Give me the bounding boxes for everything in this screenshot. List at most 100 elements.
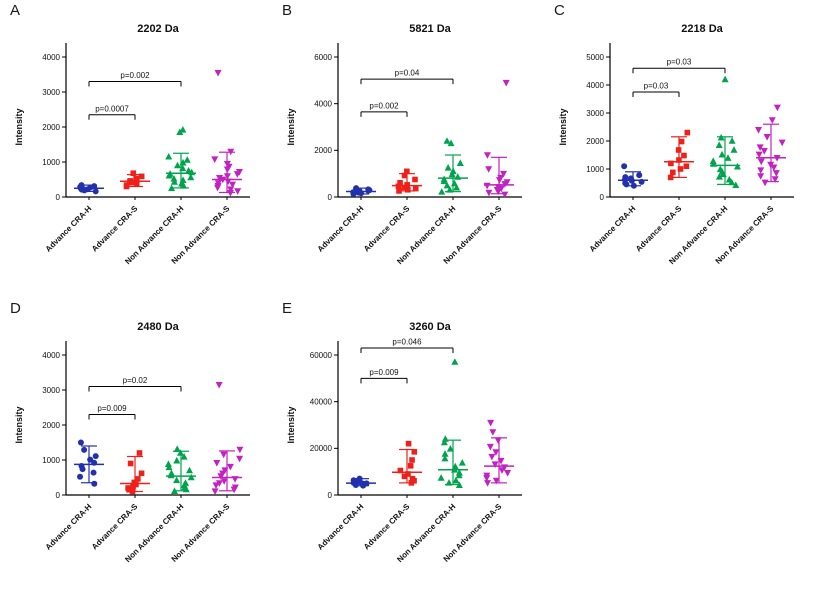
panel-d: D 2480 Da 0 1000 2000 3000 4000 Intensity Advan… xyxy=(6,300,272,590)
data-point xyxy=(183,156,191,163)
y-tick-label: 0 xyxy=(600,193,605,202)
data-point xyxy=(621,163,628,170)
data-point xyxy=(231,476,239,483)
data-point xyxy=(681,152,687,159)
p-value-label: p=0.02 xyxy=(123,376,148,385)
data-point xyxy=(229,181,237,189)
data-point xyxy=(405,440,412,447)
data-point xyxy=(455,481,463,488)
data-point xyxy=(761,179,769,187)
data-point xyxy=(231,484,239,492)
data-point xyxy=(212,482,220,489)
p-value-label: p=0.009 xyxy=(97,404,127,413)
y-tick-label: 0 xyxy=(56,491,61,500)
data-point xyxy=(223,173,231,180)
scatter-chart-b: 5821 Da 0 2000 4000 6000 Intensity Advance CRA… xyxy=(286,23,522,266)
data-point xyxy=(129,488,136,495)
data-point xyxy=(176,128,184,136)
p-value-label: p=0.03 xyxy=(667,58,692,67)
data-point xyxy=(365,186,372,193)
data-point xyxy=(771,176,779,183)
p-value-label: p=0.03 xyxy=(644,82,669,91)
y-tick-label: 4000 xyxy=(42,53,60,62)
data-point xyxy=(401,184,408,191)
panel-title: 2202 Da xyxy=(137,23,179,35)
data-point xyxy=(763,134,771,141)
data-point xyxy=(446,445,454,452)
category-label: Advance CRA-H xyxy=(44,204,94,254)
panel-title: 3260 Da xyxy=(409,321,451,333)
category-label: Advance CRA-S xyxy=(362,204,412,254)
y-tick-label: 4000 xyxy=(314,99,332,108)
data-point xyxy=(757,158,765,166)
data-point xyxy=(450,179,458,187)
y-tick-label: 0 xyxy=(328,491,333,500)
data-point xyxy=(454,173,462,180)
category-label: Advance CRA-H xyxy=(316,502,366,552)
data-point xyxy=(133,180,140,187)
y-tick-label: 2000 xyxy=(586,137,604,146)
y-tick-label: 3000 xyxy=(42,386,60,395)
data-point xyxy=(627,175,634,182)
data-point xyxy=(732,181,740,189)
y-tick-label: 4000 xyxy=(586,81,604,90)
data-point xyxy=(135,476,141,482)
data-point xyxy=(214,180,222,187)
data-point xyxy=(773,104,781,112)
data-point xyxy=(125,485,131,491)
scatter-chart-d: 2480 Da 0 1000 2000 3000 4000 Intensity Advance… xyxy=(14,321,250,564)
data-point xyxy=(503,179,511,186)
data-point xyxy=(483,152,491,159)
data-point xyxy=(396,188,402,194)
data-point xyxy=(409,457,415,463)
data-point xyxy=(501,191,509,199)
panel-letter-c: C xyxy=(554,2,565,19)
data-point xyxy=(165,152,173,160)
data-point xyxy=(412,176,418,183)
data-point xyxy=(709,157,717,164)
data-point xyxy=(772,170,780,177)
p-value-label: p=0.04 xyxy=(395,69,420,78)
data-point xyxy=(227,148,235,156)
data-point xyxy=(138,173,145,180)
category-label: Advance CRA-H xyxy=(588,204,638,254)
data-point xyxy=(717,133,725,141)
data-point xyxy=(412,185,419,192)
data-point xyxy=(760,148,768,155)
y-tick-label: 0 xyxy=(328,193,333,202)
data-point xyxy=(441,454,449,462)
data-point xyxy=(179,126,187,133)
data-point xyxy=(170,487,178,494)
data-point xyxy=(170,175,178,182)
data-point xyxy=(405,471,411,477)
data-point xyxy=(489,429,497,436)
data-point xyxy=(136,450,143,456)
data-point xyxy=(443,137,451,144)
data-point xyxy=(451,462,459,470)
data-point xyxy=(123,182,130,188)
data-point xyxy=(488,453,496,461)
data-point xyxy=(504,470,512,477)
data-point xyxy=(363,480,370,487)
data-point xyxy=(438,188,446,195)
category-label: Advance CRA-H xyxy=(316,204,366,254)
p-value-label: p=0.0007 xyxy=(95,104,129,113)
data-point xyxy=(449,167,457,175)
panel-b: B 5821 Da 0 2000 4000 6000 Intensity Advance C… xyxy=(278,2,544,292)
data-point xyxy=(226,463,234,471)
data-point xyxy=(492,477,500,485)
data-point xyxy=(485,166,493,173)
y-tick-label: 3000 xyxy=(42,88,60,97)
data-point xyxy=(437,474,445,481)
y-tick-label: 60000 xyxy=(310,351,333,360)
y-tick-label: 40000 xyxy=(310,397,333,406)
data-point xyxy=(211,488,219,495)
data-point xyxy=(77,439,84,446)
data-point xyxy=(178,179,186,187)
data-point xyxy=(186,466,194,474)
panel-letter-b: B xyxy=(282,2,293,19)
data-point xyxy=(187,173,195,181)
data-point xyxy=(500,464,508,472)
data-point xyxy=(757,173,765,180)
